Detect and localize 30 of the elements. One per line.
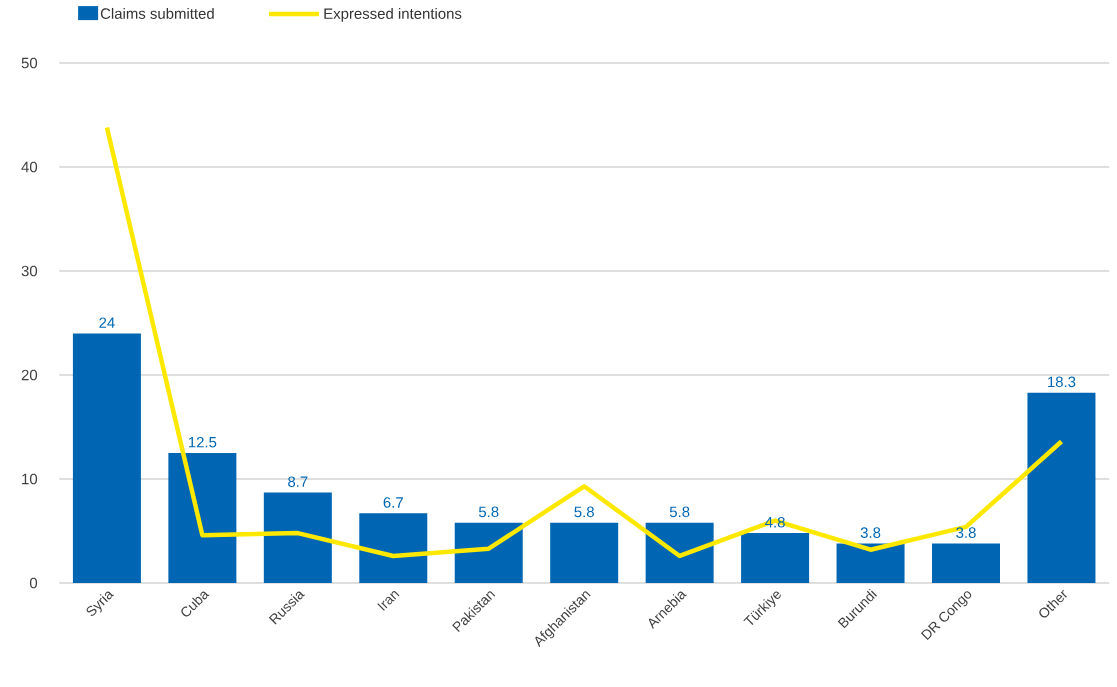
x-tick-label: Iran	[377, 590, 400, 611]
y-tick-label: 30	[21, 265, 38, 277]
bar	[836, 543, 905, 583]
bar	[72, 333, 141, 583]
y-tick-label: 20	[21, 369, 38, 381]
bar	[645, 522, 714, 583]
data-label: 12.5	[188, 436, 217, 448]
y-tick-label: 10	[22, 473, 38, 485]
legend-label: Expressed intentions	[324, 7, 462, 22]
data-label: 8.7	[288, 476, 308, 487]
y-tick-label: 50	[21, 57, 38, 69]
bar	[168, 452, 237, 583]
y-tick-label: 40	[21, 161, 38, 173]
bar	[263, 492, 332, 583]
bar	[454, 522, 523, 583]
data-label: 3.8	[956, 527, 976, 538]
bar	[932, 543, 1001, 583]
legend-label: Claims submitted	[100, 7, 214, 19]
data-label: 3.8	[860, 527, 881, 538]
data-label: 5.8	[669, 506, 690, 518]
data-label: 5.8	[478, 506, 499, 518]
data-label: 24	[99, 317, 115, 328]
bar	[741, 533, 810, 583]
data-label: 5.8	[574, 506, 594, 518]
bar	[359, 513, 428, 583]
y-tick-label: 0	[29, 577, 38, 589]
bar	[550, 522, 619, 583]
data-label: 18.3	[1048, 376, 1076, 388]
bar	[1027, 392, 1096, 583]
data-label: 6.7	[383, 497, 403, 508]
